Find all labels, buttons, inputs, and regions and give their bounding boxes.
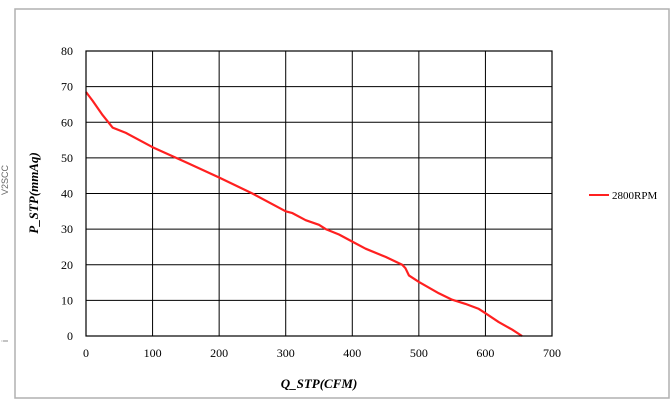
x-tick-label: 700 xyxy=(543,346,561,360)
x-tick-label: 500 xyxy=(410,346,428,360)
x-tick-label: 0 xyxy=(83,346,89,360)
x-tick-label: 600 xyxy=(476,346,494,360)
plot-area-border xyxy=(85,50,553,337)
y-tick-label: 60 xyxy=(61,115,73,129)
y-tick-label: 40 xyxy=(61,187,73,201)
tick-labels: 0 100 200 300 400 500 600 700 0 10 20 30 40 50 60 70 80 xyxy=(61,44,561,360)
x-tick-label: 200 xyxy=(210,346,228,360)
legend: 2800RPM xyxy=(589,190,657,202)
edge-mark-lower: i xyxy=(0,340,10,342)
legend-label: 2800RPM xyxy=(612,190,657,202)
chart-area-border xyxy=(14,8,670,399)
edge-mark-upper: V2SCC xyxy=(0,165,10,196)
y-tick-label: 20 xyxy=(61,258,73,272)
plot-series xyxy=(85,91,523,337)
x-tick-label: 400 xyxy=(343,346,361,360)
x-tick-label: 300 xyxy=(277,346,295,360)
y-axis-label: P_STP(mmAq) xyxy=(26,152,41,234)
y-tick-label: 30 xyxy=(61,222,73,236)
x-axis-label: Q_STP(CFM) xyxy=(281,376,358,391)
y-tick-label: 10 xyxy=(61,293,73,307)
y-tick-label: 50 xyxy=(61,151,73,165)
y-tick-label: 70 xyxy=(61,80,73,94)
x-tick-label: 100 xyxy=(144,346,162,360)
y-tick-label: 0 xyxy=(67,329,73,343)
series-line xyxy=(85,91,523,337)
y-tick-label: 80 xyxy=(61,44,73,58)
